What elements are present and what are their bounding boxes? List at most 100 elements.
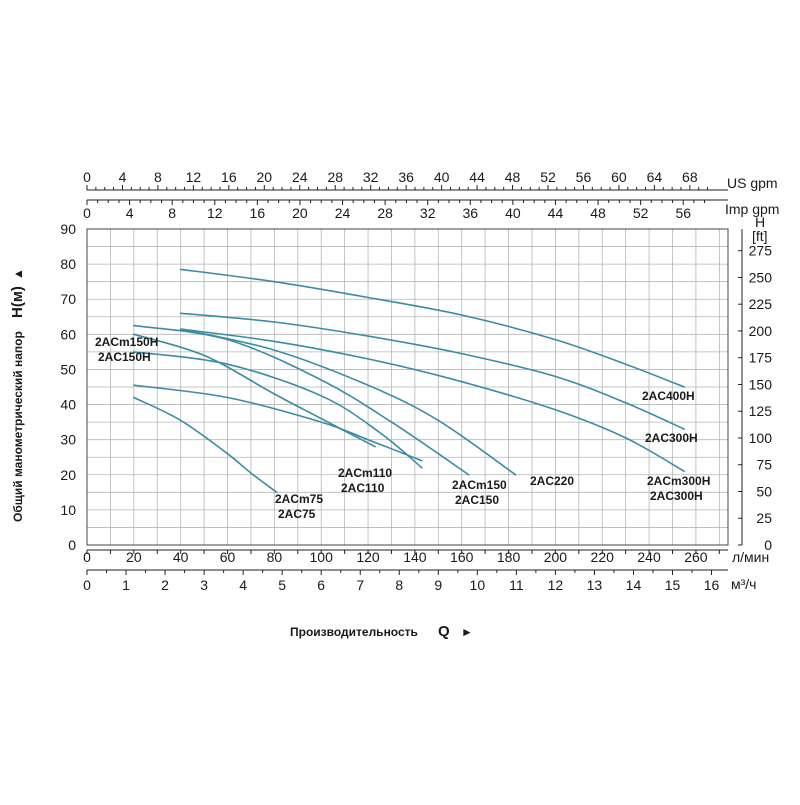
curve-label-second-line: 2AC150 [455, 493, 499, 507]
curve-7 [133, 384, 423, 462]
ft-tick-label: 250 [749, 269, 773, 285]
x-axis-arrow: ► [461, 625, 473, 639]
curve-4 [133, 324, 470, 476]
curve-label: 2ACm75 [275, 492, 323, 506]
m3h-unit-label: м³/ч [731, 576, 756, 592]
curve-1 [179, 312, 685, 430]
y-axis-title: Общий манометрический напор H(м) ▲ [9, 268, 26, 522]
m3h-tick-label: 3 [200, 577, 208, 593]
lmin-tick-label: 0 [83, 549, 91, 565]
curve-label-second-line: 2AC75 [278, 507, 316, 521]
m3h-tick-label: 14 [626, 577, 642, 593]
y-tick-label: 0 [68, 537, 76, 553]
us-gpm-tick-label: 12 [186, 169, 202, 185]
curve-3 [179, 328, 517, 476]
y-tick-label: 50 [60, 361, 76, 377]
lmin-tick-label: 240 [637, 549, 661, 565]
us-gpm-tick-label: 32 [363, 169, 379, 185]
lmin-tick-label: 200 [544, 549, 568, 565]
m3h-tick-label: 12 [548, 577, 564, 593]
curve-label: 2AC220 [530, 474, 574, 488]
ft-tick-label: 0 [764, 537, 772, 553]
lmin-tick-label: 220 [591, 549, 615, 565]
curve-2 [179, 328, 685, 473]
curve-labels: 2AC400H2AC300H2ACm300H2AC300H2AC2202ACm1… [95, 335, 710, 521]
ft-tick-label: 25 [756, 510, 772, 526]
ft-unit-label: [ft] [752, 228, 768, 244]
imp-gpm-tick-label: 12 [207, 205, 223, 221]
y-tick-label: 90 [60, 221, 76, 237]
x-axis-symbol: Q [438, 623, 450, 640]
us-gpm-tick-label: 16 [221, 169, 237, 185]
us-gpm-tick-label: 60 [611, 169, 627, 185]
imp-gpm-tick-label: 16 [250, 205, 266, 221]
m3h-tick-label: 7 [356, 577, 364, 593]
y-tick-label: 80 [60, 256, 76, 272]
y-axis-title-text: Общий манометрический напор [11, 331, 25, 522]
imp-gpm-tick-label: 4 [126, 205, 134, 221]
imp-gpm-tick-label: 24 [335, 205, 351, 221]
ft-tick-label: 125 [749, 403, 773, 419]
lmin-tick-label: 140 [403, 549, 427, 565]
curve-label: 2ACm150 [452, 478, 507, 492]
imp-gpm-tick-label: 48 [590, 205, 606, 221]
us-gpm-tick-label: 48 [505, 169, 521, 185]
curve-label-second-line: 2AC150H [98, 350, 151, 364]
m3h-tick-label: 5 [278, 577, 286, 593]
lmin-unit-label: л/мин [732, 549, 769, 565]
curve-label: 2ACm110 [338, 466, 392, 480]
y-tick-label: 70 [60, 291, 76, 307]
y-tick-label: 30 [60, 432, 76, 448]
ft-tick-label: 150 [749, 376, 773, 392]
m3h-tick-label: 13 [587, 577, 603, 593]
us-gpm-tick-label: 4 [119, 169, 127, 185]
us-gpm-tick-label: 52 [540, 169, 556, 185]
lmin-tick-label: 160 [450, 549, 474, 565]
y-axis-arrow: ▲ [11, 268, 25, 280]
m3h-tick-label: 15 [665, 577, 681, 593]
us-gpm-tick-label: 24 [292, 169, 308, 185]
lmin-tick-label: 100 [310, 549, 334, 565]
m3h-tick-label: 8 [395, 577, 403, 593]
imp-gpm-tick-label: 28 [377, 205, 393, 221]
grid [87, 229, 728, 545]
plot-frame [86, 228, 729, 546]
ft-tick-label: 100 [749, 430, 773, 446]
m3h-tick-label: 1 [122, 577, 130, 593]
y-tick-label: 10 [60, 502, 76, 518]
us-gpm-unit-label: US gpm [727, 175, 778, 191]
curve-label: 2AC300H [645, 431, 698, 445]
y-axis-symbol: H(м) [9, 286, 26, 318]
imp-gpm-tick-label: 52 [633, 205, 649, 221]
us-gpm-tick-label: 8 [154, 169, 162, 185]
curves [133, 268, 685, 494]
y-tick-label: 40 [60, 397, 76, 413]
x-axis-title: Производительность [290, 625, 418, 639]
imp-gpm-tick-label: 0 [83, 205, 91, 221]
m3h-tick-label: 4 [239, 577, 247, 593]
y-tick-label: 60 [60, 326, 76, 342]
ft-tick-label: 175 [749, 350, 773, 366]
lmin-tick-label: 120 [356, 549, 380, 565]
ft-tick-label: 75 [756, 457, 772, 473]
curve-6 [133, 351, 423, 469]
m3h-tick-label: 11 [509, 577, 524, 593]
imp-gpm-tick-label: 44 [548, 205, 564, 221]
m3h-tick-label: 9 [434, 577, 442, 593]
axes: 0102030405060708090025507510012515017520… [60, 169, 772, 593]
curve-label-second-line: 2AC110 [341, 481, 385, 495]
m3h-tick-label: 6 [317, 577, 325, 593]
imp-gpm-tick-label: 32 [420, 205, 436, 221]
us-gpm-tick-label: 40 [434, 169, 450, 185]
curve-0 [179, 268, 685, 388]
ft-tick-label: 50 [756, 483, 772, 499]
ft-tick-label: 200 [749, 323, 773, 339]
us-gpm-tick-label: 64 [647, 169, 663, 185]
imp-gpm-tick-label: 20 [292, 205, 308, 221]
imp-gpm-tick-label: 36 [463, 205, 479, 221]
m3h-tick-label: 0 [83, 577, 91, 593]
us-gpm-tick-label: 20 [257, 169, 273, 185]
lmin-tick-label: 260 [684, 549, 708, 565]
lmin-tick-label: 80 [267, 549, 283, 565]
imp-gpm-tick-label: 8 [168, 205, 176, 221]
